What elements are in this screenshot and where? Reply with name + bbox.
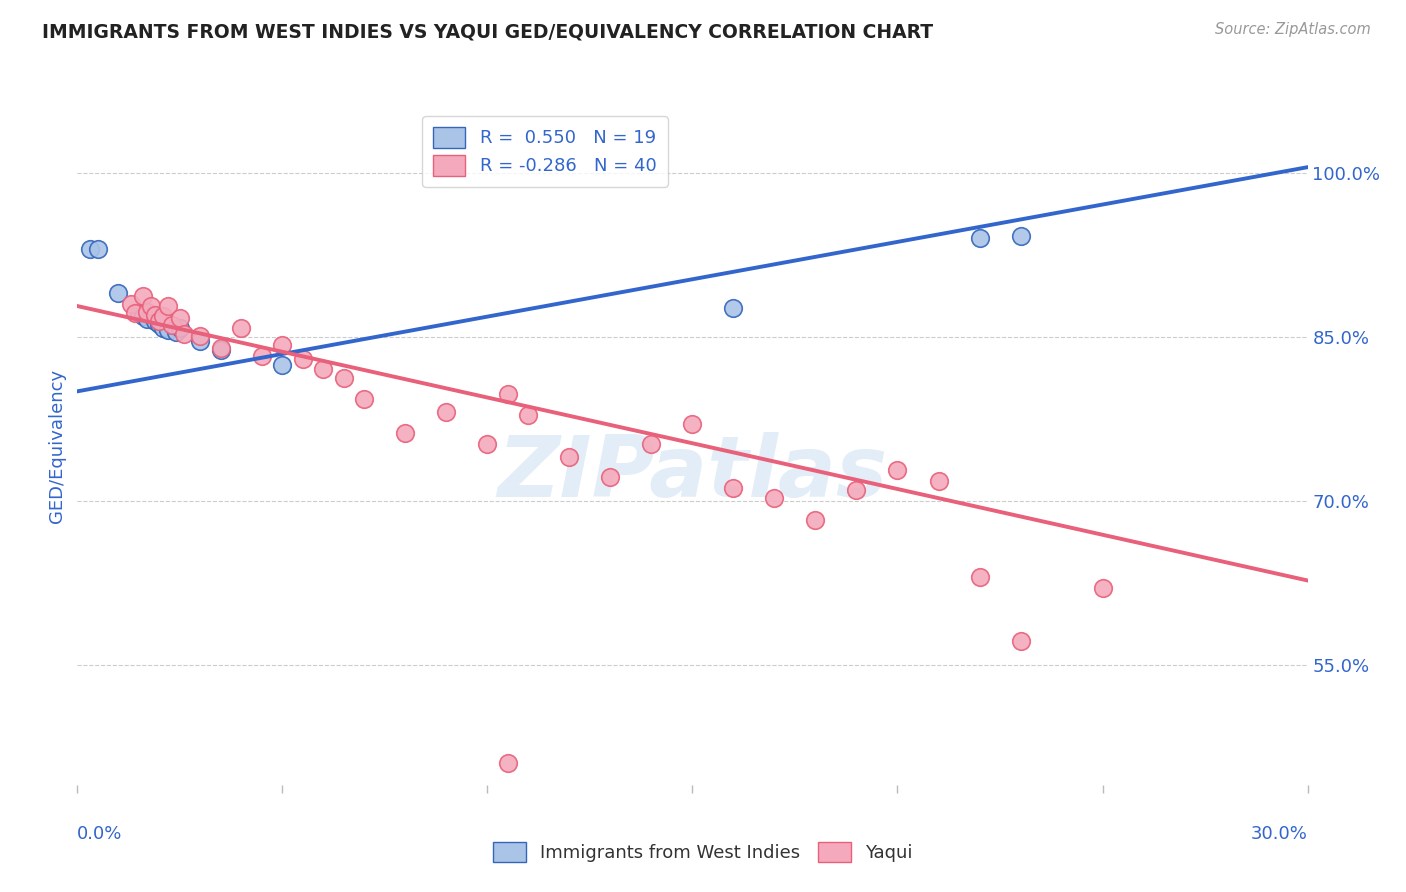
Point [271, 338, 294, 352]
Point [928, 474, 950, 488]
Point [1091, 581, 1114, 595]
Text: Source: ZipAtlas.com: Source: ZipAtlas.com [1215, 22, 1371, 37]
Point [143, 308, 166, 322]
Legend: Immigrants from West Indies, Yaqui: Immigrants from West Indies, Yaqui [486, 834, 920, 870]
Point [188, 334, 212, 348]
Point [271, 358, 294, 372]
Point [79, 242, 101, 256]
Point [148, 317, 170, 331]
Text: 30.0%: 30.0% [1251, 825, 1308, 843]
Point [231, 321, 253, 335]
Point [128, 305, 150, 319]
Text: IMMIGRANTS FROM WEST INDIES VS YAQUI GED/EQUIVALENCY CORRELATION CHART: IMMIGRANTS FROM WEST INDIES VS YAQUI GED… [42, 22, 934, 41]
Point [353, 392, 375, 406]
Point [165, 326, 187, 340]
Point [152, 309, 174, 323]
Point [141, 308, 163, 322]
Point [1010, 229, 1032, 244]
Text: 0.0%: 0.0% [77, 825, 122, 843]
Point [107, 285, 129, 300]
Point [558, 450, 581, 464]
Point [1010, 633, 1032, 648]
Point [169, 321, 191, 335]
Point [312, 362, 335, 376]
Point [599, 469, 621, 483]
Point [209, 341, 232, 355]
Point [723, 481, 745, 495]
Point [333, 371, 356, 385]
Point [169, 311, 191, 326]
Point [132, 289, 155, 303]
Point [845, 483, 868, 497]
Point [436, 405, 458, 419]
Point [141, 299, 163, 313]
Point [682, 417, 704, 431]
Point [87, 242, 110, 256]
Point [143, 314, 166, 328]
Point [969, 231, 991, 245]
Point [160, 318, 183, 332]
Point [132, 309, 155, 323]
Point [124, 305, 146, 319]
Text: ZIPatlas: ZIPatlas [498, 432, 887, 515]
Point [394, 425, 416, 440]
Legend: R =  0.550   N = 19, R = -0.286   N = 40: R = 0.550 N = 19, R = -0.286 N = 40 [422, 116, 668, 186]
Point [188, 328, 212, 343]
Point [120, 297, 142, 311]
Point [250, 349, 273, 363]
Point [804, 513, 827, 527]
Point [886, 463, 908, 477]
Point [969, 570, 991, 584]
Point [152, 321, 174, 335]
Point [156, 299, 179, 313]
Point [763, 491, 786, 506]
Point [291, 351, 314, 366]
Point [173, 327, 195, 342]
Point [136, 312, 159, 326]
Point [496, 756, 519, 770]
Point [136, 304, 159, 318]
Point [517, 409, 540, 423]
Point [156, 323, 179, 337]
Point [209, 343, 232, 357]
Point [496, 386, 519, 401]
Y-axis label: GED/Equivalency: GED/Equivalency [48, 369, 66, 523]
Point [723, 301, 745, 316]
Point [477, 437, 499, 451]
Point [148, 314, 170, 328]
Point [640, 437, 662, 451]
